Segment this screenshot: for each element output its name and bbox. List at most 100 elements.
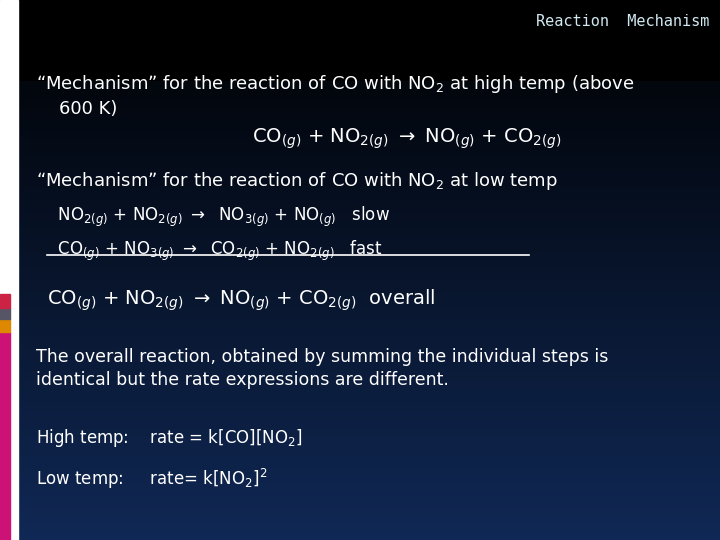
Bar (18, 84, 720, 86)
Bar (18, 16, 720, 19)
Bar (0, 81, 18, 540)
Bar (18, 429, 720, 432)
Bar (0, 319, 10, 332)
Bar (18, 327, 720, 329)
Bar (18, 278, 720, 281)
Bar (18, 89, 720, 92)
Bar (18, 157, 720, 159)
Bar (18, 57, 720, 59)
Bar (18, 138, 720, 140)
Bar (18, 259, 720, 262)
Bar (18, 238, 720, 240)
Bar (18, 14, 720, 16)
Bar (18, 367, 720, 370)
Bar (18, 248, 720, 251)
Bar (18, 437, 720, 440)
Bar (18, 329, 720, 332)
Bar (18, 343, 720, 346)
Bar (18, 410, 720, 413)
Bar (18, 348, 720, 351)
Bar (18, 448, 720, 451)
Bar (18, 475, 720, 478)
Bar (18, 189, 720, 192)
Bar (18, 443, 720, 445)
Bar (18, 262, 720, 265)
Bar (18, 381, 720, 383)
Bar (18, 354, 720, 356)
Bar (18, 413, 720, 416)
Bar (18, 472, 720, 475)
Bar (18, 373, 720, 375)
Bar (18, 176, 720, 178)
Bar (18, 40, 720, 43)
Bar (18, 335, 720, 338)
Bar (18, 378, 720, 381)
Bar (0, 0, 18, 540)
Bar (18, 59, 720, 62)
Bar (18, 251, 720, 254)
Bar (18, 446, 720, 448)
Bar (18, 289, 720, 292)
Bar (18, 275, 720, 278)
Bar (18, 205, 720, 208)
Bar (0, 0, 720, 81)
Bar (18, 451, 720, 454)
Bar (18, 213, 720, 216)
Bar (18, 246, 720, 248)
Bar (18, 464, 720, 467)
Bar (18, 197, 720, 200)
Bar (18, 521, 720, 524)
Bar (18, 19, 720, 22)
Bar (18, 332, 720, 335)
Bar (18, 316, 720, 319)
Bar (18, 319, 720, 321)
Bar (18, 529, 720, 532)
Bar (18, 292, 720, 294)
Bar (18, 416, 720, 418)
Bar (18, 254, 720, 256)
Bar (18, 500, 720, 502)
Bar (18, 516, 720, 518)
Bar (18, 167, 720, 170)
Bar (18, 389, 720, 392)
Bar (18, 24, 720, 27)
Bar (18, 370, 720, 373)
Bar (18, 394, 720, 397)
Text: “Mechanism” for the reaction of CO with NO$_2$ at high temp (above
    600 K): “Mechanism” for the reaction of CO with … (36, 73, 634, 118)
Bar (18, 211, 720, 213)
Bar (18, 310, 720, 313)
Bar (18, 8, 720, 11)
Bar (18, 486, 720, 489)
Bar (18, 11, 720, 14)
Bar (18, 513, 720, 516)
Bar (18, 192, 720, 194)
Bar (18, 140, 720, 143)
Bar (18, 116, 720, 119)
Bar (18, 143, 720, 146)
Text: CO$_{(g)}$ + NO$_{2(g)}$ $\rightarrow$ NO$_{(g)}$ + CO$_{2(g)}$  overall: CO$_{(g)}$ + NO$_{2(g)}$ $\rightarrow$ N… (47, 287, 435, 313)
Bar (18, 178, 720, 181)
Bar (18, 286, 720, 289)
Bar (18, 162, 720, 165)
Text: “Mechanism” for the reaction of CO with NO$_2$ at low temp: “Mechanism” for the reaction of CO with … (36, 170, 558, 192)
Bar (18, 43, 720, 46)
Bar (18, 51, 720, 54)
Bar (18, 470, 720, 472)
Bar (18, 383, 720, 386)
Bar (18, 100, 720, 103)
Bar (18, 535, 720, 537)
Bar (18, 62, 720, 65)
Bar (18, 273, 720, 275)
Bar (18, 78, 720, 81)
Bar (18, 362, 720, 364)
Bar (18, 405, 720, 408)
Bar (18, 240, 720, 243)
Bar (18, 526, 720, 529)
Bar (18, 170, 720, 173)
Bar (18, 346, 720, 348)
Bar (0, 294, 10, 308)
Text: CO$_{(g)}$ + NO$_{3(g)}$ $\rightarrow$  CO$_{2(g)}$ + NO$_{2(g)}$   fast: CO$_{(g)}$ + NO$_{3(g)}$ $\rightarrow$ C… (47, 239, 382, 263)
Bar (18, 424, 720, 427)
Bar (18, 491, 720, 494)
Bar (18, 386, 720, 389)
